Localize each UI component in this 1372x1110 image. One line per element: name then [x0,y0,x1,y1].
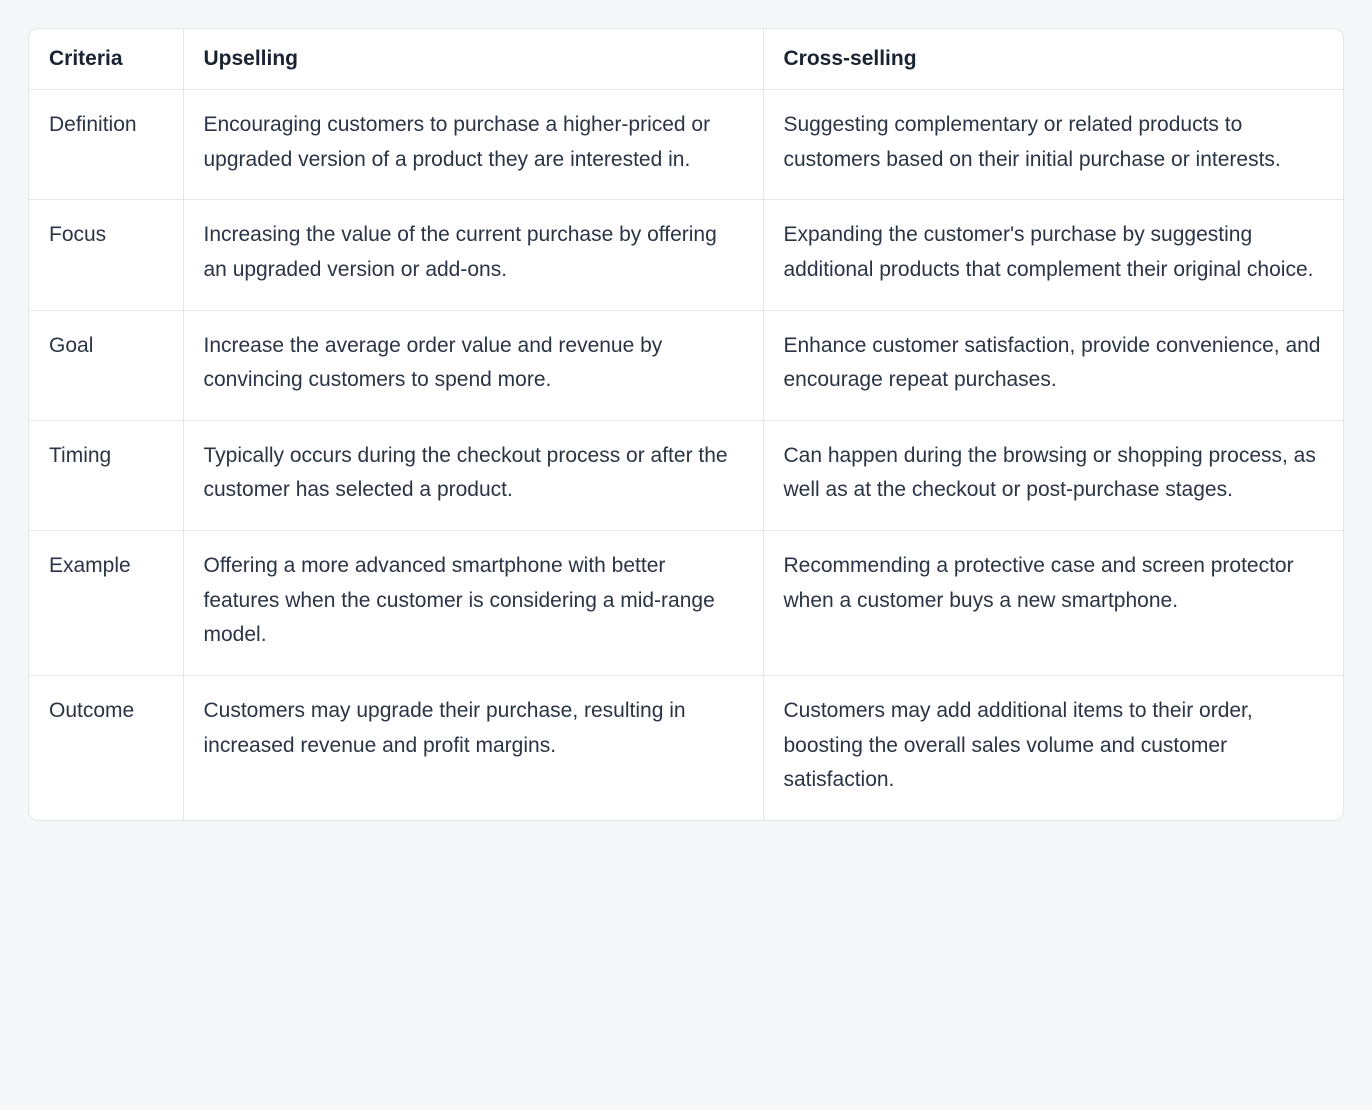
upselling-cell: Customers may upgrade their purchase, re… [183,676,763,820]
upselling-cell: Encouraging customers to purchase a high… [183,90,763,200]
table-row: Definition Encouraging customers to purc… [29,90,1343,200]
upselling-cell: Typically occurs during the checkout pro… [183,420,763,530]
cross-selling-cell: Expanding the customer's purchase by sug… [763,200,1343,310]
header-criteria: Criteria [29,29,183,90]
upselling-cell: Increase the average order value and rev… [183,310,763,420]
table-header-row: Criteria Upselling Cross-selling [29,29,1343,90]
upselling-cell: Offering a more advanced smartphone with… [183,531,763,676]
cross-selling-cell: Can happen during the browsing or shoppi… [763,420,1343,530]
cross-selling-cell: Customers may add additional items to th… [763,676,1343,820]
header-cross-selling: Cross-selling [763,29,1343,90]
criteria-cell: Example [29,531,183,676]
comparison-table-container: Criteria Upselling Cross-selling Definit… [28,28,1344,821]
header-upselling: Upselling [183,29,763,90]
cross-selling-cell: Suggesting complementary or related prod… [763,90,1343,200]
upselling-cell: Increasing the value of the current purc… [183,200,763,310]
cross-selling-cell: Recommending a protective case and scree… [763,531,1343,676]
criteria-cell: Focus [29,200,183,310]
cross-selling-cell: Enhance customer satisfaction, provide c… [763,310,1343,420]
table-row: Focus Increasing the value of the curren… [29,200,1343,310]
criteria-cell: Goal [29,310,183,420]
table-row: Outcome Customers may upgrade their purc… [29,676,1343,820]
criteria-cell: Timing [29,420,183,530]
table-row: Goal Increase the average order value an… [29,310,1343,420]
comparison-table: Criteria Upselling Cross-selling Definit… [29,29,1343,820]
table-row: Example Offering a more advanced smartph… [29,531,1343,676]
criteria-cell: Outcome [29,676,183,820]
table-row: Timing Typically occurs during the check… [29,420,1343,530]
criteria-cell: Definition [29,90,183,200]
